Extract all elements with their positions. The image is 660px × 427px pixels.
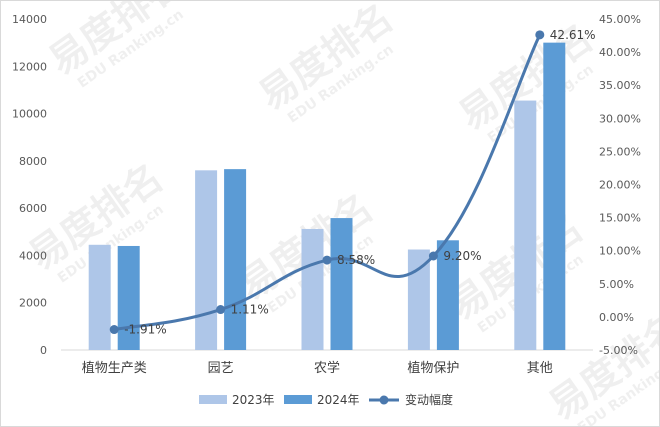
left-axis: 0 2000 4000 6000 8000 10000 12000 14000 xyxy=(12,13,47,357)
legend-marker-变动幅度 xyxy=(379,395,389,405)
right-axis-tick-label: 40.00% xyxy=(599,46,641,59)
line-point-其他 xyxy=(535,30,545,40)
legend-label: 2024年 xyxy=(317,393,360,407)
bar-2024年-农学 xyxy=(330,218,353,350)
right-axis-tick-label: 5.00% xyxy=(599,278,634,291)
right-axis-tick-label: -5.00% xyxy=(599,344,638,357)
right-axis-tick-label: 35.00% xyxy=(599,79,641,92)
legend-swatch-2023年 xyxy=(199,395,227,404)
line-point-植物保护 xyxy=(428,251,438,261)
line-point-农学 xyxy=(322,255,332,265)
left-axis-tick-label: 4000 xyxy=(19,249,47,262)
right-axis-tick-label: 20.00% xyxy=(599,179,641,192)
bar-2023年-园艺 xyxy=(195,170,218,350)
left-axis-tick-label: 2000 xyxy=(19,297,47,310)
bar-2024年-植物保护 xyxy=(436,240,459,350)
bar-2023年-植物生产类 xyxy=(88,244,111,350)
right-axis-tick-label: 30.00% xyxy=(599,112,641,125)
right-axis-tick-label: 10.00% xyxy=(599,245,641,258)
data-label: 1.11% xyxy=(231,303,269,317)
left-axis-tick-label: 0 xyxy=(40,344,47,357)
right-axis-tick-label: 15.00% xyxy=(599,212,641,225)
data-label: -1.91% xyxy=(124,323,166,337)
line-point-植物生产类 xyxy=(109,325,119,335)
line-point-园艺 xyxy=(216,305,226,315)
bar-2023年-农学 xyxy=(301,228,324,350)
legend-label: 2023年 xyxy=(232,393,275,407)
x-axis-label: 植物保护 xyxy=(407,361,459,376)
bar-2024年-园艺 xyxy=(224,169,247,350)
left-axis-tick-label: 12000 xyxy=(12,60,47,73)
bar-2024年-植物生产类 xyxy=(117,245,140,350)
right-axis-tick-label: 25.00% xyxy=(599,145,641,158)
left-axis-tick-label: 14000 xyxy=(12,13,47,26)
right-axis: -5.00% 0.00% 5.00% 10.00% 15.00% 20.00% 25.00%… xyxy=(599,13,641,357)
right-axis-tick-label: 0.00% xyxy=(599,311,634,324)
x-axis-labels: 植物生产类 园艺 农学 植物保护 其他 xyxy=(82,360,553,376)
bar-2023年-植物保护 xyxy=(407,249,430,350)
left-axis-tick-label: 6000 xyxy=(19,202,47,215)
line-series: -1.91% 1.11% 8.58% 9.20% 42.61% xyxy=(109,28,596,337)
bar-series xyxy=(88,42,566,351)
x-axis-label: 园艺 xyxy=(208,361,234,376)
legend-label: 变动幅度 xyxy=(405,392,453,407)
data-label: 8.58% xyxy=(337,253,375,267)
legend-swatch-2024年 xyxy=(284,395,312,404)
data-label: 9.20% xyxy=(443,249,481,263)
data-label: 42.61% xyxy=(550,28,596,42)
x-axis-label: 植物生产类 xyxy=(82,361,147,376)
right-axis-tick-label: 45.00% xyxy=(599,13,641,26)
legend: 2023年 2024年 变动幅度 xyxy=(199,392,453,407)
left-axis-tick-label: 8000 xyxy=(19,155,47,168)
line-path-变动幅度 xyxy=(113,34,542,332)
x-axis-label: 农学 xyxy=(314,360,340,376)
bar-2024年-其他 xyxy=(543,42,566,351)
left-axis-tick-label: 10000 xyxy=(12,108,47,121)
bar-2023年-其他 xyxy=(514,100,537,350)
x-axis-label: 其他 xyxy=(527,361,553,376)
